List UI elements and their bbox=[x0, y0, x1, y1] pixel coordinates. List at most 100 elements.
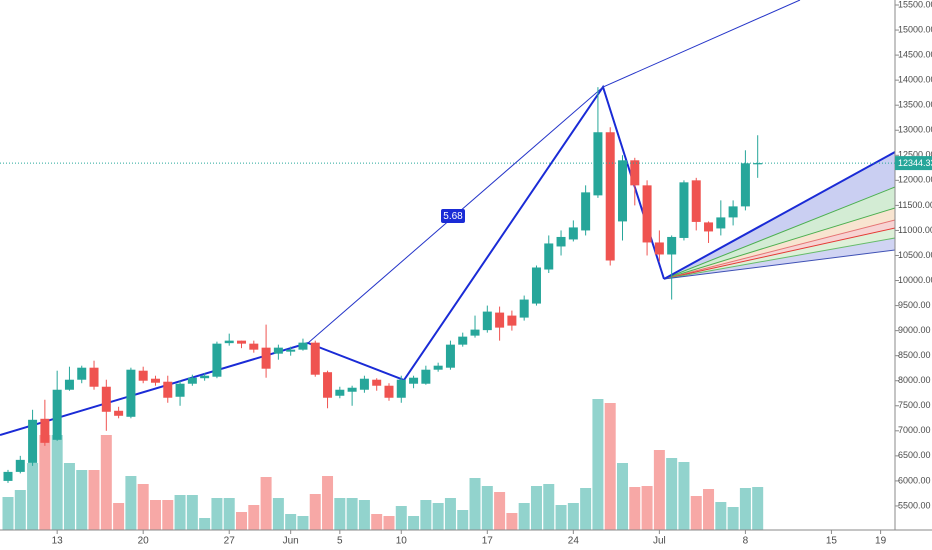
candle-body bbox=[716, 217, 726, 229]
candle-body bbox=[64, 379, 74, 390]
candle-body bbox=[691, 180, 701, 222]
volume-bar bbox=[334, 498, 346, 530]
x-tick-label: 5 bbox=[337, 536, 343, 547]
candle-body bbox=[273, 347, 283, 354]
candle-body bbox=[212, 343, 222, 377]
candle-body bbox=[89, 367, 99, 387]
candle-body bbox=[372, 379, 382, 386]
x-tick-label: 8 bbox=[743, 536, 749, 547]
candle-body bbox=[3, 471, 13, 481]
projection-line bbox=[307, 0, 801, 344]
volume-bar bbox=[703, 489, 715, 530]
volume-bar bbox=[592, 399, 604, 530]
fan-line bbox=[663, 249, 896, 280]
y-tick-label: 13500.00 bbox=[898, 100, 932, 110]
candle-body bbox=[150, 378, 160, 383]
candle-body bbox=[445, 344, 455, 368]
candle-body bbox=[40, 418, 50, 443]
fan-line bbox=[663, 237, 896, 280]
volume-bar bbox=[678, 462, 690, 530]
fan-line bbox=[663, 219, 896, 280]
volume-bar bbox=[223, 498, 235, 530]
candle-body bbox=[396, 379, 406, 398]
volume-bar bbox=[2, 497, 14, 530]
volume-bar bbox=[113, 503, 125, 530]
candle-body bbox=[335, 389, 345, 396]
volume-bar bbox=[395, 506, 407, 530]
candle-body bbox=[495, 312, 505, 328]
candle-body bbox=[101, 386, 111, 412]
volume-bar bbox=[248, 505, 260, 530]
candle-body bbox=[359, 378, 369, 390]
x-tick-label: Jun bbox=[283, 536, 299, 547]
y-tick-label: 14000.00 bbox=[898, 75, 932, 85]
volume-bar bbox=[39, 435, 51, 530]
volume-bar bbox=[14, 490, 26, 530]
x-tick-label: 10 bbox=[396, 536, 408, 547]
trend-line bbox=[0, 342, 309, 436]
y-tick-label: 14500.00 bbox=[898, 49, 932, 59]
candle-body bbox=[642, 185, 652, 243]
volume-bar bbox=[236, 512, 248, 530]
candle-body bbox=[114, 410, 124, 416]
y-tick-label: 7000.00 bbox=[898, 425, 931, 435]
candle-body bbox=[482, 311, 492, 331]
volume-bar bbox=[272, 498, 284, 530]
volume-bar bbox=[76, 470, 88, 530]
candle-body bbox=[507, 315, 517, 326]
candle-body bbox=[187, 377, 197, 384]
y-tick-label: 9500.00 bbox=[898, 300, 931, 310]
volume-bar bbox=[494, 492, 506, 530]
volume-bar bbox=[186, 495, 198, 530]
candle-layer bbox=[3, 87, 763, 483]
candle-body bbox=[347, 387, 357, 392]
x-tick-label: 24 bbox=[568, 536, 580, 547]
y-tick-label: 12500.00 bbox=[898, 150, 932, 160]
candle-body bbox=[138, 370, 148, 381]
volume-bar bbox=[297, 516, 309, 530]
candle-body bbox=[753, 163, 763, 165]
candle-body bbox=[679, 182, 689, 238]
y-tick-label: 15000.00 bbox=[898, 24, 932, 34]
drawings bbox=[0, 0, 896, 436]
x-tick-label: 13 bbox=[52, 536, 64, 547]
volume-bar bbox=[100, 435, 112, 530]
candle-body bbox=[409, 377, 419, 384]
y-tick-label: 5500.00 bbox=[898, 500, 931, 510]
y-tick-label: 12000.00 bbox=[898, 175, 932, 185]
volume-bar bbox=[567, 503, 579, 530]
volume-bar bbox=[641, 486, 653, 530]
volume-bar bbox=[432, 503, 444, 530]
volume-bar bbox=[727, 507, 739, 530]
volume-bar bbox=[518, 503, 530, 530]
candle-body bbox=[163, 381, 173, 398]
candle-body bbox=[28, 419, 38, 463]
x-tick-label: 27 bbox=[224, 536, 236, 547]
volume-bar bbox=[63, 463, 75, 530]
volume-bar bbox=[260, 477, 272, 530]
candle-body bbox=[630, 160, 640, 186]
candle-body bbox=[605, 132, 615, 261]
candle-body bbox=[581, 192, 591, 231]
candle-body bbox=[593, 132, 603, 196]
candle-body bbox=[298, 342, 308, 350]
volume-bar bbox=[469, 478, 481, 530]
y-tick-label: 9000.00 bbox=[898, 325, 931, 335]
fan-line bbox=[663, 186, 896, 280]
volume-bar bbox=[604, 403, 616, 530]
candle-body bbox=[421, 369, 431, 384]
candle-body bbox=[568, 227, 578, 240]
candle-body bbox=[52, 389, 62, 440]
volume-bar bbox=[530, 486, 542, 530]
volume-bar bbox=[666, 458, 678, 530]
volume-bar bbox=[629, 487, 641, 530]
y-tick-label: 13000.00 bbox=[898, 125, 932, 135]
annotation-label: 5.68 bbox=[443, 211, 463, 222]
x-tick-label: 17 bbox=[482, 536, 494, 547]
candle-body bbox=[384, 385, 394, 398]
volume-bar bbox=[51, 435, 63, 530]
y-tick-label: 10000.00 bbox=[898, 275, 932, 285]
